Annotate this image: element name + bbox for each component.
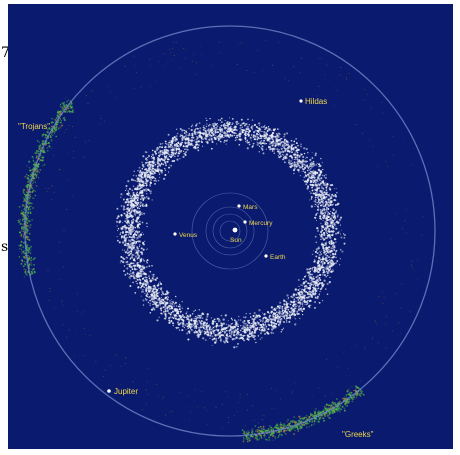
earth-orbit — [205, 206, 255, 256]
trojans-label: "Trojans" — [18, 122, 50, 131]
mercury-marker — [243, 220, 247, 224]
jupiter-label: Jupiter — [114, 387, 138, 396]
jupiter-marker — [107, 389, 111, 393]
solar-system-diagram: Sun Mars Mercury Venus Earth Hildas "Tro… — [8, 4, 453, 449]
venus-marker — [173, 232, 177, 236]
mercury-label: Mercury — [249, 220, 273, 227]
venus-label: Venus — [179, 232, 198, 239]
diagram-background — [8, 4, 453, 449]
earth-label: Earth — [270, 254, 286, 261]
mercury-orbit — [219, 220, 241, 242]
hildas-marker — [299, 99, 303, 103]
greeks-label: "Greeks" — [342, 430, 374, 439]
edge-text-middle: s — [1, 239, 9, 255]
earth-marker — [264, 254, 268, 258]
hilda-asteroids-cloud — [36, 40, 424, 428]
mars-marker — [237, 204, 241, 208]
mars-label: Mars — [243, 204, 258, 211]
asteroid-belt — [115, 117, 346, 349]
sun-label: Sun — [230, 237, 242, 244]
sun-marker — [232, 227, 238, 233]
hildas-label: Hildas — [305, 97, 327, 106]
jupiter-orbit — [24, 25, 436, 437]
venus-orbit — [212, 213, 248, 249]
mars-orbit — [191, 192, 269, 270]
